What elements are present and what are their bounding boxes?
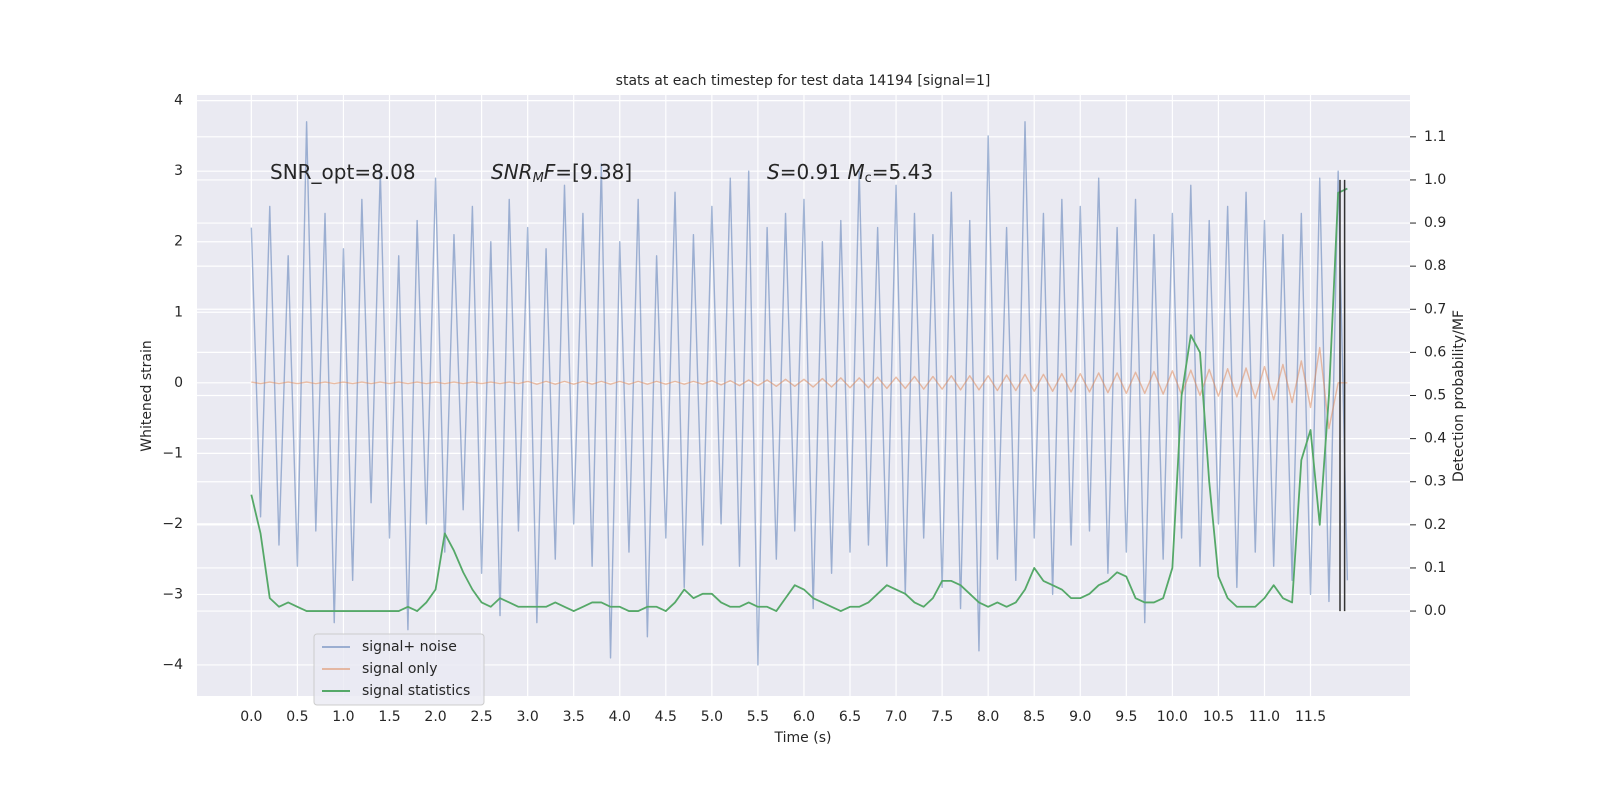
y2-tick-label: 0.8 (1424, 258, 1446, 274)
y2-tick-label: 0.6 (1424, 344, 1446, 360)
y-tick-label: 2 (174, 234, 183, 250)
legend-label: signal+ noise (362, 639, 457, 655)
y-tick-label: 0 (174, 375, 183, 391)
x-tick-label: 10.0 (1157, 709, 1188, 725)
y2-tick-label: 0.0 (1424, 603, 1446, 619)
annotation-part: S (767, 160, 780, 184)
legend-box (313, 633, 485, 706)
annotation-part: F (544, 160, 556, 184)
marks (250, 121, 1349, 666)
x-tick-label: 2.0 (424, 709, 446, 725)
y2-tick-label: 0.7 (1424, 301, 1446, 317)
x-tick-label: 0.5 (286, 709, 308, 725)
annotation-part: =5.43 (872, 160, 933, 184)
x-tick-label: 5.5 (747, 709, 769, 725)
x-tick-label: 11.5 (1295, 709, 1326, 725)
y-axis-label: Whitened strain (139, 340, 155, 451)
y2-tick-label: 1.1 (1424, 129, 1446, 145)
series-line (250, 121, 1349, 666)
x-tick-label: 9.5 (1115, 709, 1137, 725)
x-tick-label: 7.5 (931, 709, 953, 725)
y-tick-label: −1 (162, 445, 183, 461)
x-tick-label: 3.0 (517, 709, 539, 725)
chart-title: stats at each timestep for test data 141… (616, 73, 991, 89)
x-tick-label: 8.5 (1023, 709, 1045, 725)
y-tick-label: 3 (174, 163, 183, 179)
annotation-part: =[9.38] (555, 160, 632, 184)
y-tick-label: −3 (162, 586, 183, 602)
x-tick-label: 6.5 (839, 709, 861, 725)
y2-tick-label: 0.3 (1424, 474, 1446, 490)
annotation: SNR_opt=8.08 (270, 160, 416, 184)
x-tick-label: 1.0 (332, 709, 354, 725)
x-tick-label: 6.0 (793, 709, 815, 725)
x-tick-label: 3.5 (563, 709, 585, 725)
legend-label: signal only (362, 661, 437, 677)
x-tick-label: 4.5 (655, 709, 677, 725)
annotation-part: c (865, 171, 872, 186)
y2-axis-label: Detection probability/MF (1451, 310, 1467, 482)
y-tick-label: −2 (162, 516, 183, 532)
x-axis-label: Time (s) (774, 730, 832, 746)
legend-label: signal statistics (362, 683, 470, 699)
y2-tick-label: 1.0 (1424, 172, 1446, 188)
y2-tick-label: 0.2 (1424, 517, 1446, 533)
series-line (251, 346, 1348, 430)
x-tick-label: 11.0 (1249, 709, 1280, 725)
y2-tick-label: 0.9 (1424, 215, 1446, 231)
x-tick-label: 8.0 (977, 709, 999, 725)
x-tick-label: 9.0 (1069, 709, 1091, 725)
x-tick-label: 1.5 (378, 709, 400, 725)
y2-tick-label: 0.1 (1424, 560, 1446, 576)
x-tick-label: 0.0 (240, 709, 262, 725)
y2-tick-label: 0.5 (1424, 388, 1446, 404)
annotation: SNRMF=[9.38] (491, 160, 632, 186)
x-tick-label: 7.0 (885, 709, 907, 725)
annotation-part: =0.91 (780, 160, 848, 184)
annotation-part: SNR (491, 160, 533, 184)
series-line (250, 187, 1348, 612)
x-tick-label: 10.5 (1203, 709, 1234, 725)
y2-tick-label: 0.4 (1424, 431, 1446, 447)
x-tick-label: 2.5 (470, 709, 492, 725)
annotation-part: SNR_opt=8.08 (270, 160, 416, 184)
x-tick-label: 5.0 (701, 709, 723, 725)
y-tick-label: −4 (162, 657, 183, 673)
annotation-part: M (533, 171, 544, 186)
labels: 0.0 0.5 1.0 1.5 2.0 2.5 3.0 3.5 4.0 4.5 5.0 5.5 6.0 6… (162, 93, 1446, 725)
x-tick-label: 4.0 (609, 709, 631, 725)
annotation-part: M (847, 160, 864, 184)
y-tick-label: 4 (174, 93, 183, 109)
annotation: S=0.91 Mc=5.43 (767, 160, 933, 186)
y-tick-label: 1 (174, 304, 183, 320)
